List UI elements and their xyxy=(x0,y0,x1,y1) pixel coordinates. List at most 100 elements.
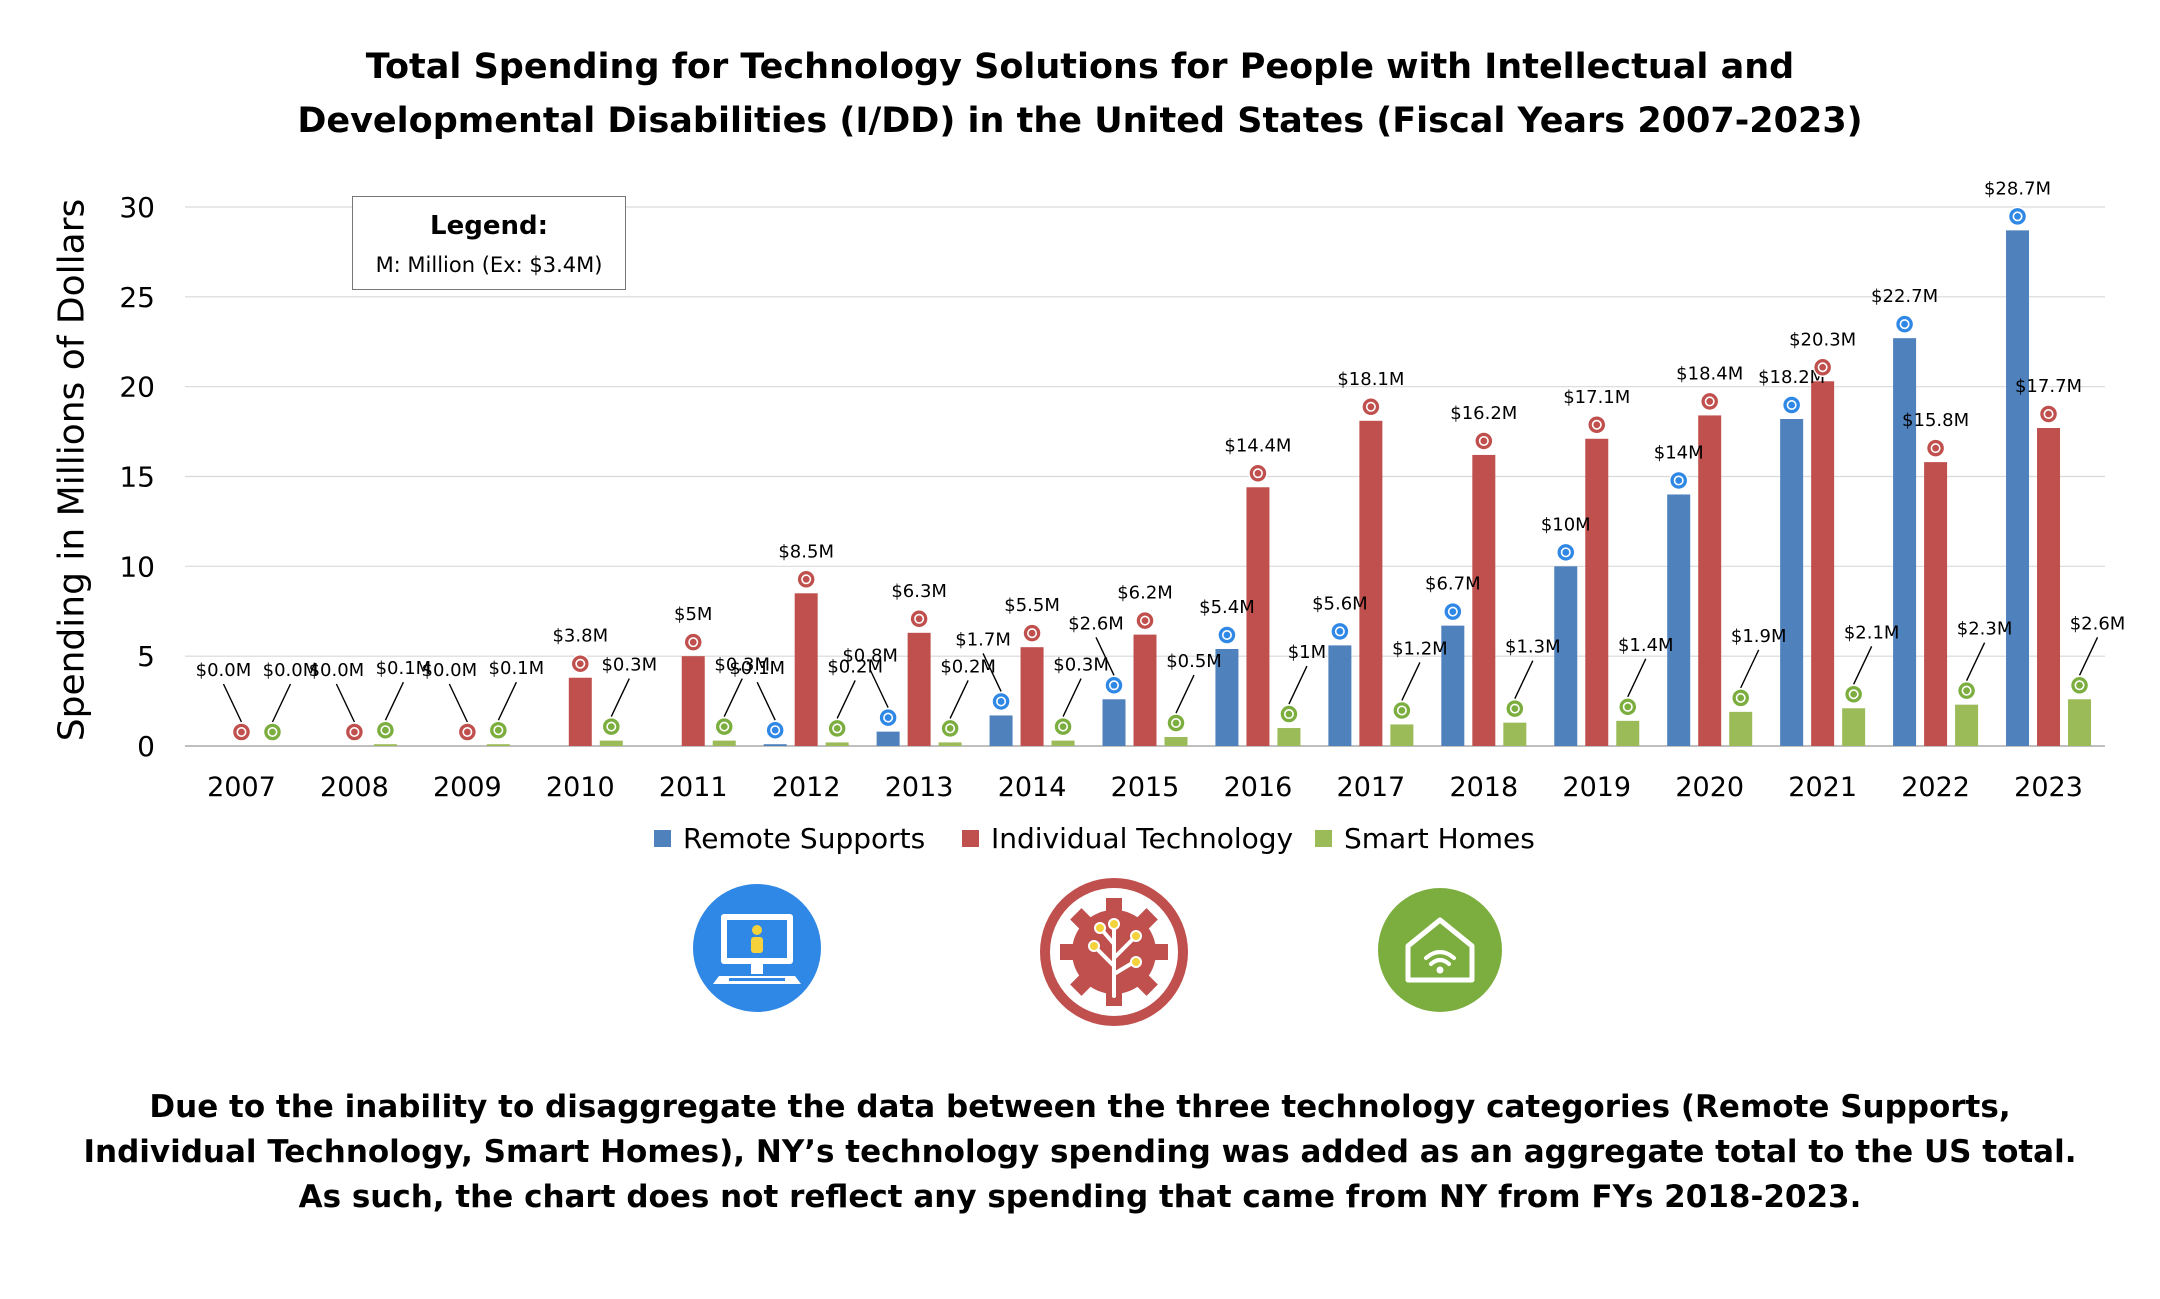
marker-individual-technology-2011 xyxy=(683,632,703,652)
data-label-individual-technology-2023: $17.7M xyxy=(2015,376,2082,397)
marker-individual-technology-2021 xyxy=(1812,357,1833,378)
marker-smart-homes-2023 xyxy=(2069,675,2090,696)
series-legend: Remote Supports Individual Technology Sm… xyxy=(0,822,2160,862)
legend-item-individual-technology: Individual Technology xyxy=(962,822,1293,855)
leader-line xyxy=(1401,662,1421,701)
marker-remote-supports-2019 xyxy=(1556,542,1576,563)
x-tick-label-2016: 2016 xyxy=(1224,772,1293,803)
x-tick-label-2020: 2020 xyxy=(1675,772,1744,803)
bar-individual-technology-2014 xyxy=(1020,647,1044,746)
bar-smart-homes-2009 xyxy=(486,744,510,746)
x-tick-labels: 2007 2008 2009 2010 2011 2012 2013 2014 2015 2016… xyxy=(207,772,2083,803)
x-tick-label-2021: 2021 xyxy=(1788,772,1857,803)
bar-remote-supports-2012 xyxy=(763,744,787,746)
data-label-smart-homes-2019: $1.4M xyxy=(1618,635,1674,656)
data-label-individual-technology-2015: $6.2M xyxy=(1117,583,1173,604)
bar-individual-technology-2010 xyxy=(568,677,592,746)
data-label-individual-technology-2022: $15.8M xyxy=(1902,410,1969,431)
marker-individual-technology-2015 xyxy=(1135,610,1155,631)
marker-individual-technology-2009 xyxy=(457,722,478,742)
leader-line xyxy=(222,683,243,723)
leader-line xyxy=(982,653,1002,692)
legend-label-individual-technology: Individual Technology xyxy=(991,822,1294,855)
marker-individual-technology-2018 xyxy=(1474,431,1494,451)
bar-individual-technology-2016 xyxy=(1246,487,1270,746)
marker-remote-supports-2021 xyxy=(1781,395,1802,415)
marker-remote-supports-2023 xyxy=(2007,206,2028,227)
y-tick-label: 0 xyxy=(137,730,155,763)
data-label-individual-technology-2017: $18.1M xyxy=(1337,369,1404,390)
marker-smart-homes-2009 xyxy=(488,720,509,740)
data-label-smart-homes-2023: $2.6M xyxy=(2070,613,2126,634)
x-tick-label-2017: 2017 xyxy=(1337,772,1406,803)
data-label-individual-technology-2010: $3.8M xyxy=(552,626,608,647)
data-label-remote-supports-2020: $14M xyxy=(1654,442,1704,463)
legend-swatch-remote-supports xyxy=(654,830,671,847)
data-label-individual-technology-2013: $6.3M xyxy=(891,581,947,602)
marker-smart-homes-2018 xyxy=(1505,698,1525,719)
marker-individual-technology-2022 xyxy=(1925,438,1946,458)
bar-individual-technology-2018 xyxy=(1472,454,1496,746)
legend-swatch-smart-homes xyxy=(1315,830,1332,847)
leader-line xyxy=(448,683,468,723)
bar-smart-homes-2014 xyxy=(1051,740,1075,746)
legend-note-title: Legend: xyxy=(430,211,548,241)
data-label-remote-supports-2021: $18.2M xyxy=(1758,367,1825,388)
data-label-individual-technology-2007: $0.0M xyxy=(196,660,252,681)
marker-individual-technology-2007 xyxy=(231,722,252,742)
bar-smart-homes-2008 xyxy=(373,744,397,746)
bar-individual-technology-2020 xyxy=(1698,415,1722,746)
bar-smart-homes-2017 xyxy=(1390,724,1414,746)
x-tick-label-2014: 2014 xyxy=(998,772,1067,803)
bar-smart-homes-2012 xyxy=(825,742,849,746)
marker-remote-supports-2015 xyxy=(1104,675,1124,696)
leader-line xyxy=(335,683,356,723)
x-tick-label-2015: 2015 xyxy=(1111,772,1180,803)
data-label-individual-technology-2009: $0.0M xyxy=(422,660,478,681)
leader-line xyxy=(723,678,743,717)
smart-home-wifi-icon xyxy=(1378,888,1502,1012)
data-label-smart-homes-2010: $0.3M xyxy=(601,655,657,676)
leader-line xyxy=(1740,649,1760,689)
bar-individual-technology-2015 xyxy=(1133,634,1157,746)
data-label-smart-homes-2018: $1.3M xyxy=(1505,637,1561,658)
marker-smart-homes-2022 xyxy=(1956,680,1977,701)
data-label-smart-homes-2015: $0.5M xyxy=(1166,651,1222,672)
x-tick-label-2022: 2022 xyxy=(1901,772,1970,803)
bar-remote-supports-2019 xyxy=(1554,566,1578,746)
data-label-remote-supports-2018: $6.7M xyxy=(1425,574,1481,595)
leader-line xyxy=(1095,636,1115,676)
y-tick-label: 10 xyxy=(119,550,155,583)
data-label-smart-homes-2016: $1M xyxy=(1288,642,1326,663)
chart-title: Total Spending for Technology Solutions … xyxy=(0,40,2160,148)
data-label-remote-supports-2016: $5.4M xyxy=(1199,597,1255,618)
leader-line xyxy=(271,683,292,723)
bar-remote-supports-2014 xyxy=(989,715,1013,746)
data-label-individual-technology-2008: $0.0M xyxy=(309,660,365,681)
bar-remote-supports-2023 xyxy=(2006,230,2030,746)
marker-individual-technology-2010 xyxy=(570,653,591,674)
individual-technology-gear-icon xyxy=(1040,878,1188,1026)
x-tick-label-2012: 2012 xyxy=(772,772,841,803)
marker-remote-supports-2017 xyxy=(1330,621,1350,642)
bar-smart-homes-2013 xyxy=(938,742,962,746)
bar-remote-supports-2016 xyxy=(1215,648,1239,746)
y-tick-labels: 0 5 10 15 20 25 30 xyxy=(119,191,155,763)
bar-individual-technology-2013 xyxy=(907,632,931,746)
marker-individual-technology-2016 xyxy=(1248,463,1268,484)
data-label-smart-homes-2017: $1.2M xyxy=(1392,638,1448,659)
bar-smart-homes-2021 xyxy=(1842,708,1866,746)
marker-smart-homes-2010 xyxy=(601,716,622,737)
marker-individual-technology-2019 xyxy=(1587,415,1607,435)
marker-individual-technology-2020 xyxy=(1699,391,1720,412)
data-label-individual-technology-2018: $16.2M xyxy=(1450,403,1517,424)
marker-remote-supports-2012 xyxy=(765,720,785,740)
marker-smart-homes-2012 xyxy=(827,718,847,739)
bar-smart-homes-2011 xyxy=(712,740,736,746)
data-label-remote-supports-2022: $22.7M xyxy=(1871,286,1938,307)
data-label-remote-supports-2017: $5.6M xyxy=(1312,593,1368,614)
marker-remote-supports-2020 xyxy=(1668,470,1689,491)
leader-line xyxy=(1062,678,1082,717)
data-label-smart-homes-2007: $0.0M xyxy=(263,660,319,681)
y-tick-label: 5 xyxy=(137,640,155,673)
